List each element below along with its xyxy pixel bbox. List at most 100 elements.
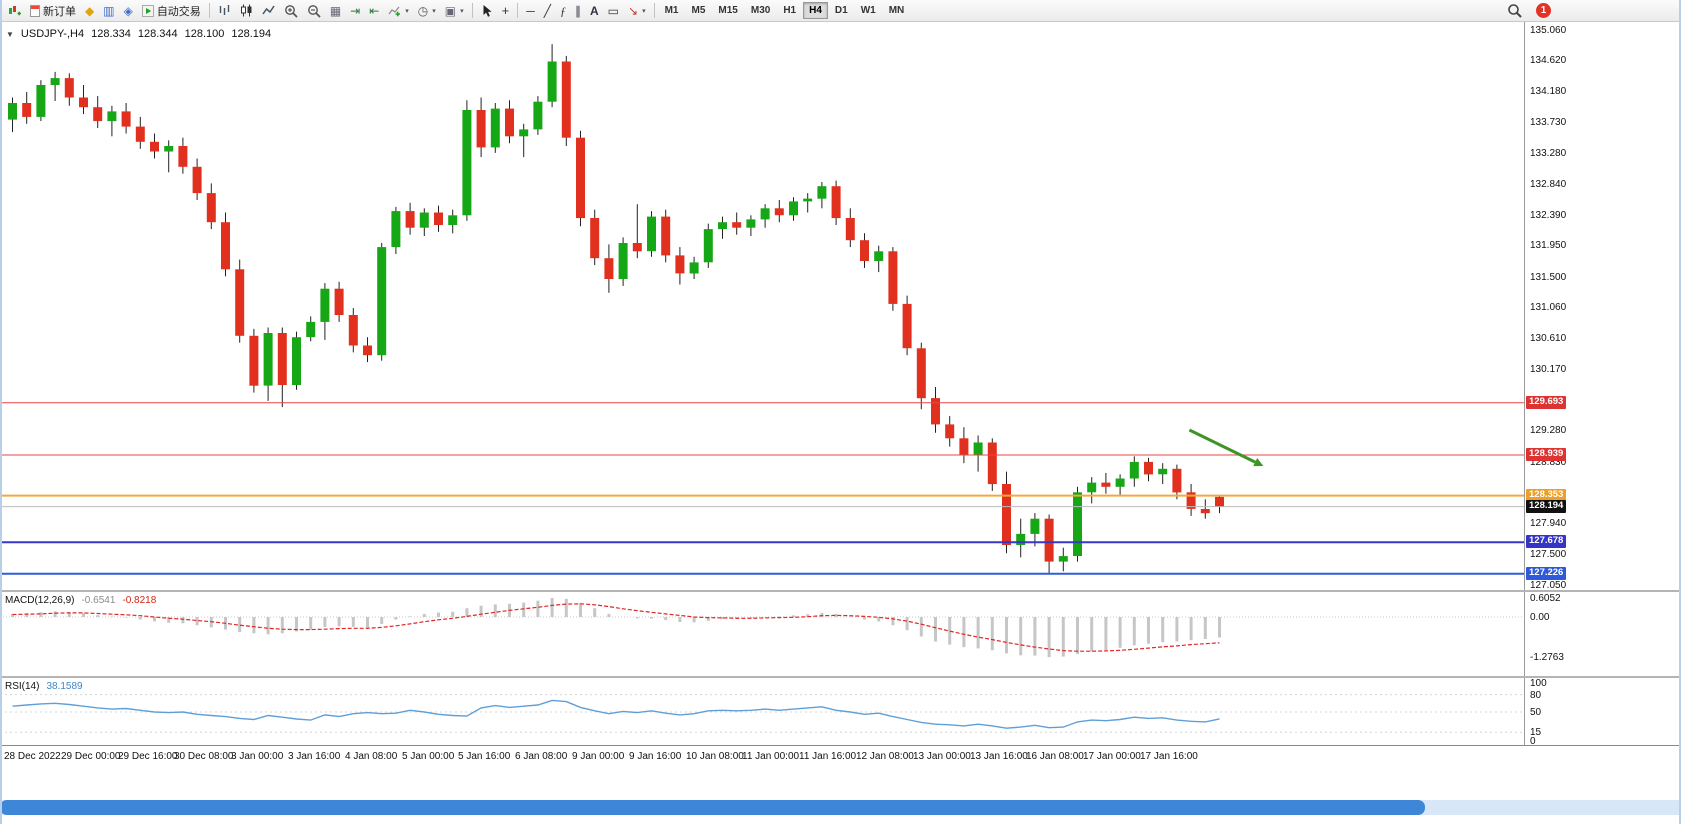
chart-line-mode-button[interactable] <box>258 1 279 20</box>
timeframe-h4[interactable]: H4 <box>803 2 828 19</box>
macd-label: MACD(12,26,9) -0.6541 -0.8218 <box>5 595 156 606</box>
price-axis-label: 133.730 <box>1530 117 1567 128</box>
new-order-label: 新订单 <box>43 5 76 18</box>
market-watch-icon: ▥ <box>103 3 115 18</box>
new-chart-button[interactable] <box>4 1 25 20</box>
close-value: 128.194 <box>231 28 272 40</box>
chart-shift-button[interactable]: ⇤ <box>365 1 383 20</box>
time-axis-label: 13 Jan 00:00 <box>913 751 971 762</box>
label-icon: ▭ <box>607 3 620 18</box>
trend-arrow-annotation[interactable] <box>1188 428 1264 467</box>
chart-shift-icon: ⇤ <box>369 3 380 18</box>
window-frame-right <box>1679 0 1681 824</box>
timeframe-m5[interactable]: M5 <box>686 2 712 19</box>
rsi-axis[interactable]: 100 80 50 15 0 <box>1524 678 1681 747</box>
rsi-axis-label: 0 <box>1530 736 1536 747</box>
timeframe-m30[interactable]: M30 <box>745 2 776 19</box>
price-axis-label: 134.180 <box>1530 86 1567 97</box>
time-axis-label: 29 Dec 16:00 <box>118 751 178 762</box>
pane-separator[interactable] <box>0 590 1681 592</box>
horizontal-line-tool-button[interactable]: ─ <box>522 1 539 20</box>
time-axis-label: 3 Jan 16:00 <box>288 751 341 762</box>
collapse-arrow-icon[interactable]: ▼ <box>6 29 14 39</box>
arrows-tool-button[interactable]: ↘ ▾ <box>624 1 650 20</box>
tile-windows-button[interactable]: ▦ <box>326 1 345 20</box>
time-axis[interactable]: 28 Dec 2022 29 Dec 00:00 29 Dec 16:00 30 De… <box>0 745 1681 765</box>
text-tool-button[interactable]: A <box>586 1 603 20</box>
timeframe-m1[interactable]: M1 <box>659 2 685 19</box>
pane-separator[interactable] <box>0 676 1681 678</box>
macd-axis[interactable]: 0.6052 0.00 -1.2763 <box>1524 592 1681 676</box>
time-axis-label: 16 Jan 08:00 <box>1026 751 1084 762</box>
macd-histogram <box>11 598 1221 658</box>
timeframe-m15[interactable]: M15 <box>712 2 743 19</box>
price-axis[interactable]: 135.060 134.620 134.180 133.730 133.280 132.8… <box>1524 22 1681 591</box>
price-pane: ▼ USDJPY-,H4 128.334 128.344 128.100 128… <box>0 22 1681 591</box>
low-value: 128.100 <box>184 28 225 40</box>
label-tool-button[interactable]: ▭ <box>604 1 623 20</box>
time-axis-label: 4 Jan 08:00 <box>345 751 398 762</box>
rsi-pane: RSI(14) 38.1589 100 80 50 15 0 <box>0 678 1681 747</box>
cursor-icon <box>483 4 492 17</box>
price-axis-label: 129.280 <box>1530 425 1567 436</box>
time-axis-label: 29 Dec 00:00 <box>61 751 121 762</box>
crosshair-button[interactable]: + <box>498 1 514 20</box>
auto-scroll-button[interactable]: ⇥ <box>346 1 364 20</box>
profiles-button[interactable]: ◆ <box>81 1 98 20</box>
open-value: 128.334 <box>91 28 131 40</box>
price-axis-label: 130.170 <box>1530 364 1567 375</box>
time-axis-label: 17 Jan 00:00 <box>1083 751 1141 762</box>
zoom-in-button[interactable] <box>280 1 302 20</box>
play-icon <box>141 4 154 17</box>
crosshair-icon: + <box>501 3 510 18</box>
notification-badge[interactable]: 1 <box>1536 3 1551 18</box>
toolbar-right: 1 <box>1503 1 1677 20</box>
timeframe-mn[interactable]: MN <box>883 2 911 19</box>
timeframe-d1[interactable]: D1 <box>829 2 854 19</box>
auto-trading-button[interactable]: 自动交易 <box>138 1 205 20</box>
timeframe-h1[interactable]: H1 <box>777 2 802 19</box>
price-axis-label: 132.390 <box>1530 210 1567 221</box>
search-button[interactable] <box>1503 1 1526 20</box>
navigator-button[interactable]: ◈ <box>120 1 137 20</box>
macd-axis-label: 0.00 <box>1530 612 1550 623</box>
rsi-name: RSI(14) <box>5 681 40 692</box>
chart-bars-mode-button[interactable] <box>214 1 235 20</box>
channel-tool-button[interactable]: ∥ <box>571 1 585 20</box>
line-mode-icon <box>262 5 275 15</box>
toolbar-separator <box>208 3 210 18</box>
price-axis-label: 131.950 <box>1530 240 1567 251</box>
zoom-out-button[interactable] <box>303 1 325 20</box>
timeframe-w1[interactable]: W1 <box>855 2 882 19</box>
dropdown-caret-icon[interactable]: ▾ <box>405 7 409 15</box>
text-icon: A <box>590 3 599 18</box>
templates-button[interactable]: ▣ ▾ <box>441 1 468 20</box>
macd-main-value: -0.6541 <box>81 595 116 606</box>
new-order-button[interactable]: 新订单 <box>26 1 80 20</box>
toolbar-separator <box>471 3 473 18</box>
trend-line-tool-button[interactable]: ╱ <box>540 1 555 20</box>
macd-name: MACD(12,26,9) <box>5 595 75 606</box>
high-value: 128.344 <box>137 28 178 40</box>
market-watch-button[interactable]: ▥ <box>99 1 118 20</box>
price-axis-label: 127.940 <box>1530 518 1567 529</box>
indicators-button[interactable]: ▾ <box>384 1 413 20</box>
periods-button[interactable]: ◷ ▾ <box>414 1 440 20</box>
horizontal-lines[interactable] <box>0 402 1524 575</box>
cursor-button[interactable] <box>477 1 497 20</box>
candles <box>8 44 1224 574</box>
fibonacci-tool-button[interactable]: ƒ <box>556 1 570 20</box>
rsi-value: 38.1589 <box>46 681 83 692</box>
dropdown-caret-icon[interactable]: ▾ <box>642 7 646 15</box>
rsi-line <box>12 699 1220 729</box>
dropdown-caret-icon[interactable]: ▾ <box>460 7 464 15</box>
scrollbar-thumb[interactable] <box>0 800 1425 815</box>
price-axis-label: 132.840 <box>1530 179 1567 190</box>
chart-candles-mode-button[interactable] <box>236 1 257 20</box>
time-axis-label: 11 Jan 00:00 <box>742 751 800 762</box>
dropdown-caret-icon[interactable]: ▾ <box>432 7 436 15</box>
price-badge: 128.939 <box>1526 448 1567 462</box>
price-axis-label: 135.060 <box>1530 25 1567 36</box>
macd-pane: MACD(12,26,9) -0.6541 -0.8218 0.6052 0.00… <box>0 592 1681 676</box>
horizontal-scrollbar[interactable] <box>0 800 1681 815</box>
